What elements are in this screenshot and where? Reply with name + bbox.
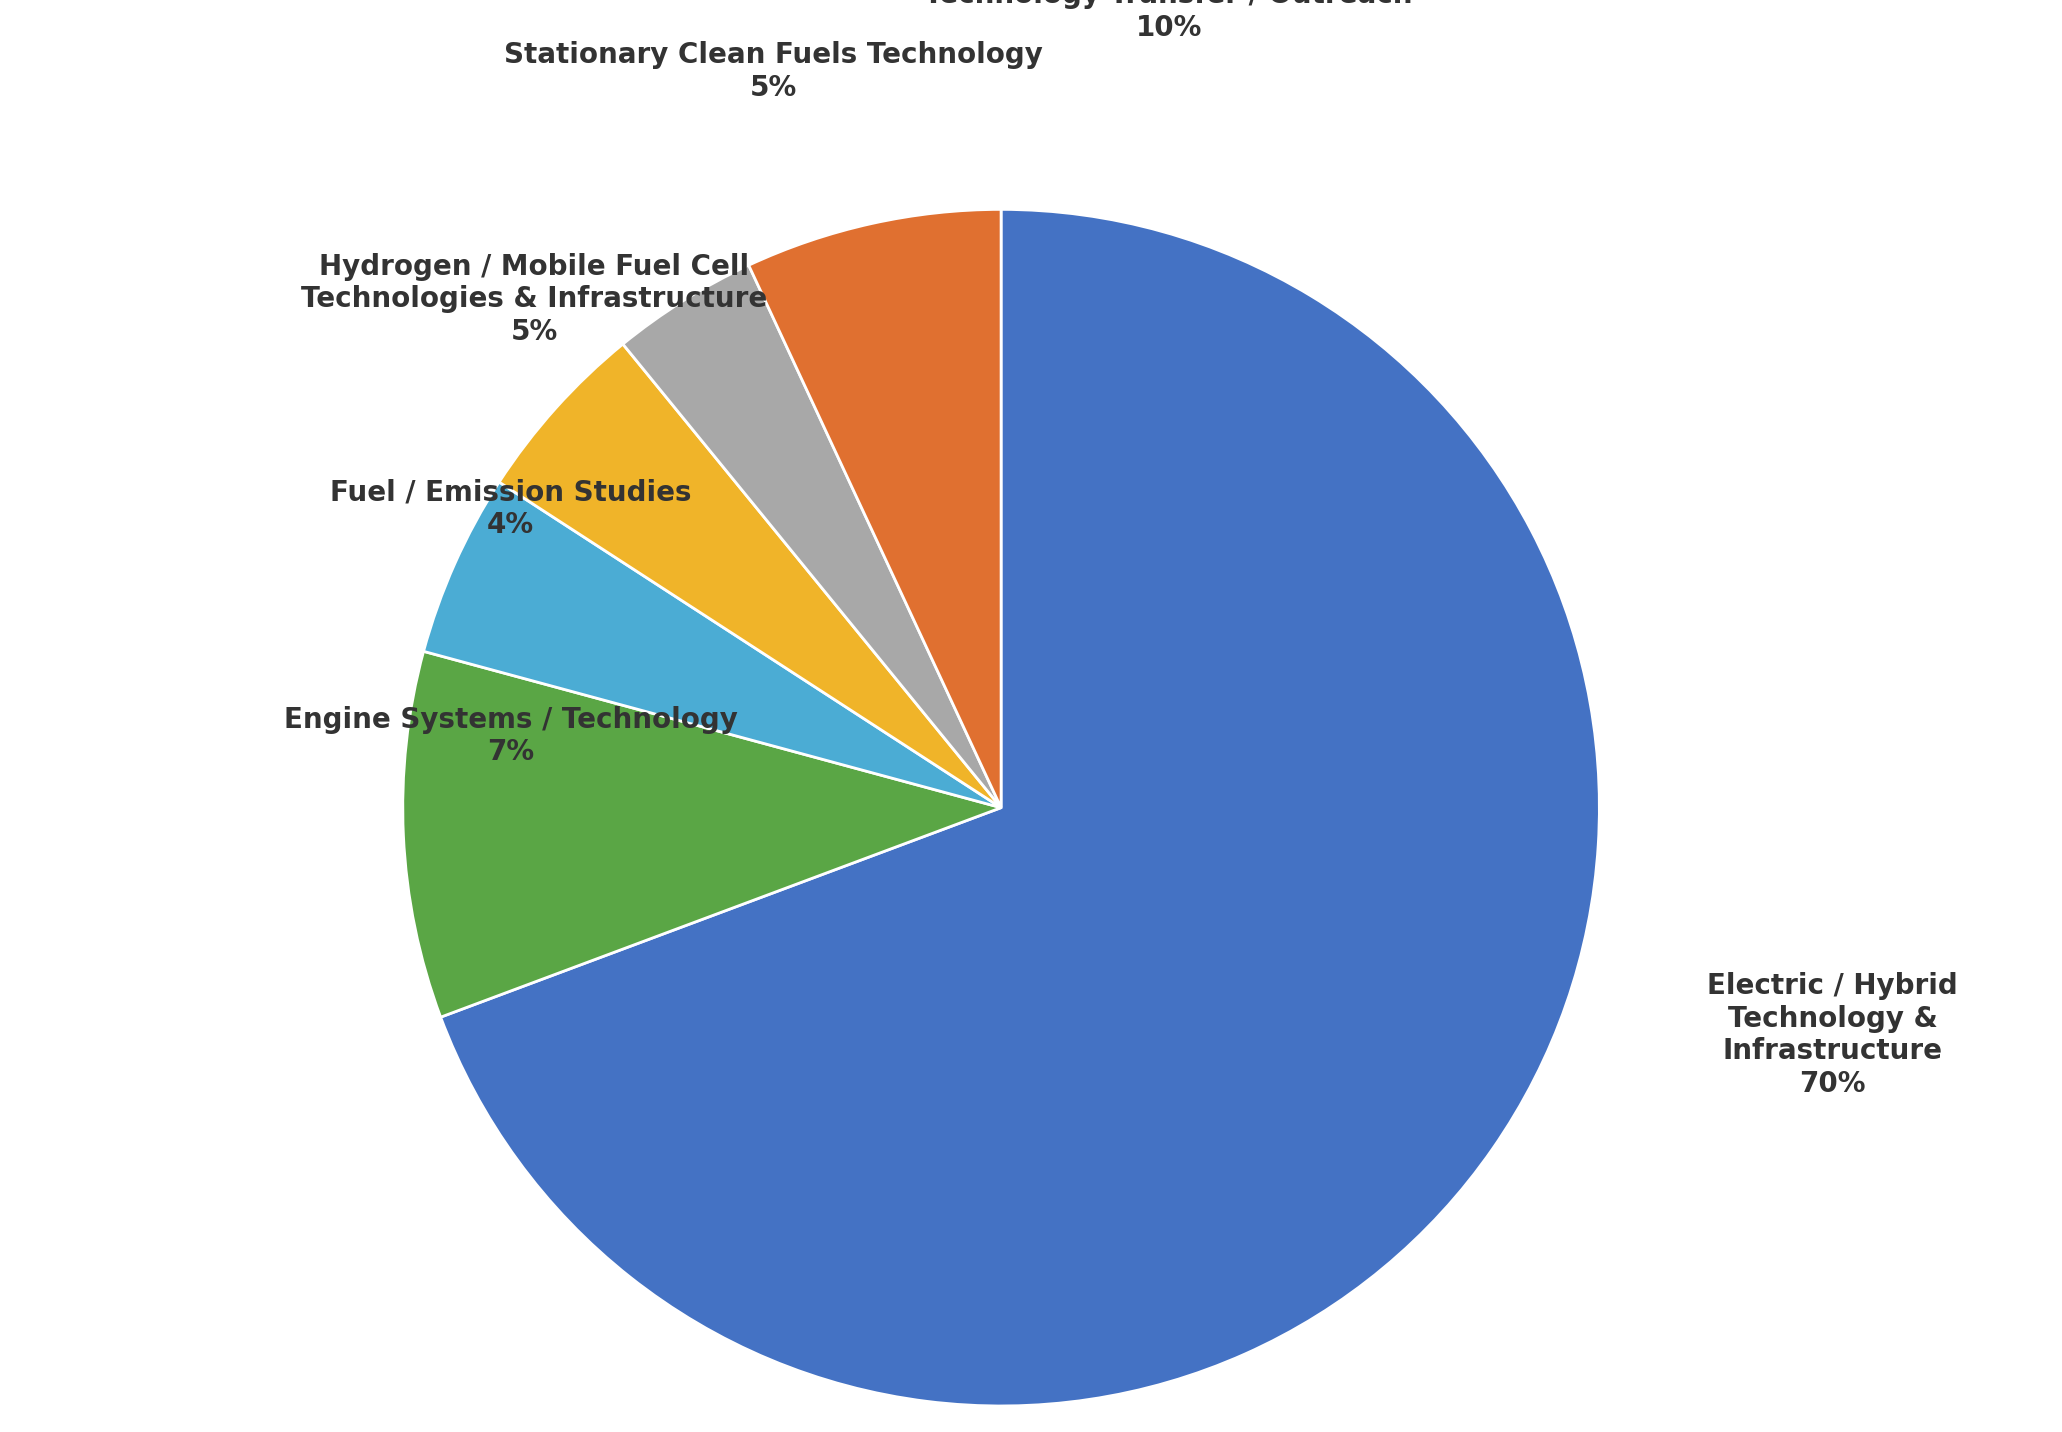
- Wedge shape: [441, 209, 1600, 1406]
- Wedge shape: [402, 652, 1000, 1017]
- Text: Fuel / Emission Studies
4%: Fuel / Emission Studies 4%: [330, 478, 691, 538]
- Wedge shape: [623, 265, 1000, 808]
- Wedge shape: [749, 209, 1000, 808]
- Text: Stationary Clean Fuels Technology
5%: Stationary Clean Fuels Technology 5%: [505, 42, 1043, 102]
- Wedge shape: [423, 483, 1000, 808]
- Text: Electric / Hybrid
Technology &
Infrastructure
70%: Electric / Hybrid Technology & Infrastru…: [1707, 972, 1957, 1098]
- Text: Engine Systems / Technology
7%: Engine Systems / Technology 7%: [285, 706, 738, 766]
- Text: Technology Transfer / Outreach
10%: Technology Transfer / Outreach 10%: [924, 0, 1412, 42]
- Wedge shape: [499, 344, 1000, 808]
- Text: Hydrogen / Mobile Fuel Cell
Technologies & Infrastructure
5%: Hydrogen / Mobile Fuel Cell Technologies…: [301, 252, 767, 345]
